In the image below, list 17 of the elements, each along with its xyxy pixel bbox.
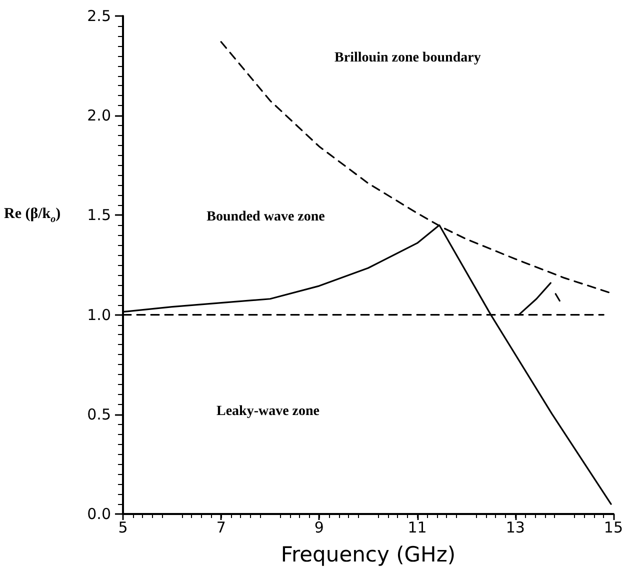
- x-tick-label: 15: [604, 518, 624, 536]
- annotation: Bounded wave zone: [206, 210, 325, 225]
- y-tick-label: 1.0: [87, 306, 111, 324]
- annotation: Brillouin zone boundary: [334, 50, 481, 66]
- x-tick-label: 11: [408, 518, 427, 536]
- x-tick-label: 9: [314, 518, 324, 536]
- annotation: Leaky-wave zone: [216, 404, 320, 419]
- y-axis-title: Re (β/k$_{o}$): [4, 206, 61, 225]
- x-tick-label: 13: [506, 518, 525, 536]
- y-tick-label: 2.5: [87, 7, 111, 25]
- y-tick-label: 0.5: [87, 405, 111, 424]
- y-tick-label: 0.0: [87, 505, 111, 523]
- x-axis-title: Frequency (GHz): [280, 542, 456, 566]
- x-tick-label: 7: [216, 518, 226, 536]
- y-tick-label: 2.0: [87, 106, 111, 125]
- x-tick-label: 5: [118, 518, 128, 536]
- y-tick-label: 1.5: [87, 206, 111, 224]
